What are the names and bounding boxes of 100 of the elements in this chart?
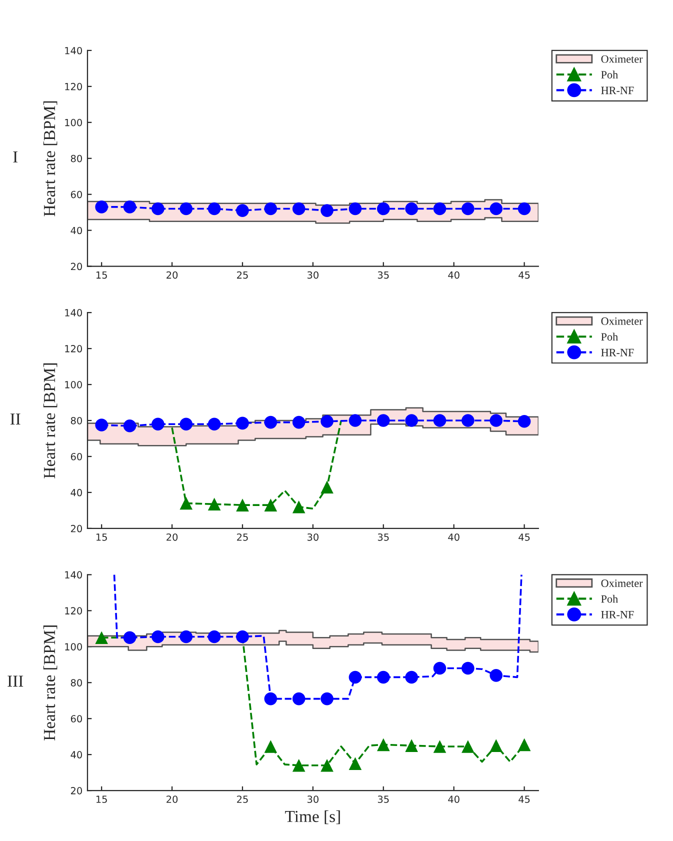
point	[518, 738, 531, 752]
point	[123, 631, 136, 644]
x-tick-label: 15	[96, 271, 107, 279]
y-tick-label: 140	[65, 46, 82, 54]
x-tick-label: 35	[378, 271, 389, 279]
point	[236, 630, 249, 644]
y-axis-title: Heart rate [BPM]	[43, 626, 58, 740]
text: III	[8, 676, 24, 687]
point	[320, 480, 334, 494]
point	[405, 739, 418, 752]
point	[236, 498, 249, 512]
point	[123, 419, 136, 432]
point	[95, 418, 108, 432]
x-tick-label: 35	[378, 796, 389, 803]
legend-label: Oximeter	[601, 580, 643, 588]
y-axis-title: Heart rate [BPM]	[43, 101, 58, 216]
x-tick-label: 45	[518, 271, 530, 279]
point	[264, 740, 278, 753]
legend-label: HR-NF	[601, 348, 634, 356]
point	[320, 758, 334, 772]
point	[490, 414, 503, 427]
point	[264, 416, 278, 429]
x-axis-title: Time [s]	[285, 810, 340, 824]
y-tick-label: 120	[65, 82, 82, 90]
y-tick-label: 100	[65, 381, 82, 388]
y-tick-label: 80	[70, 416, 82, 424]
point	[405, 414, 418, 427]
point	[518, 415, 531, 428]
y-tick-label: 60	[70, 452, 82, 460]
y-tick-label: 20	[70, 524, 82, 532]
point	[462, 740, 474, 753]
point	[320, 415, 334, 428]
point	[433, 662, 446, 675]
x-tick-label: 30	[308, 271, 318, 279]
legend-label: Poh	[601, 594, 618, 603]
x-tick-label: 20	[166, 533, 178, 541]
point	[490, 739, 503, 752]
point	[95, 631, 108, 644]
x-tick-label: 30	[308, 533, 318, 541]
point	[377, 738, 390, 752]
y-tick-label: 60	[70, 190, 82, 198]
y-tick-label: 40	[70, 751, 82, 758]
text: I	[13, 151, 18, 162]
y-axis-title: Heart rate [BPM]	[43, 363, 58, 478]
point	[433, 740, 446, 753]
point	[180, 630, 193, 644]
point	[348, 670, 362, 684]
legend-label: HR-NF	[601, 611, 634, 618]
point	[292, 500, 306, 514]
point	[320, 692, 334, 706]
point	[292, 416, 306, 429]
x-tick-label: 20	[166, 271, 178, 279]
point	[462, 414, 474, 427]
x-tick-label: 15	[96, 534, 107, 541]
y-tick-label: 140	[65, 571, 82, 579]
point	[264, 692, 278, 706]
y-tick-label: 100	[65, 118, 82, 126]
point	[292, 758, 306, 772]
point	[152, 630, 164, 644]
point	[208, 498, 221, 511]
point	[292, 692, 306, 706]
legend-label: Poh	[601, 332, 618, 341]
point	[377, 414, 390, 427]
point	[405, 670, 418, 684]
y-tick-label: 80	[70, 154, 82, 162]
x-tick-label: 30	[308, 796, 318, 803]
point	[348, 414, 362, 427]
point	[208, 630, 221, 644]
x-tick-label: 15	[96, 796, 107, 803]
y-tick-label: 20	[70, 787, 82, 794]
text: II	[10, 414, 20, 425]
x-tick-label: 25	[237, 271, 248, 279]
point	[433, 414, 446, 427]
y-tick-label: 120	[65, 345, 82, 352]
point	[180, 418, 193, 430]
legend-label: Oximeter	[601, 317, 643, 325]
x-tick-label: 40	[448, 796, 460, 803]
y-tick-label: 40	[70, 488, 82, 496]
x-tick-label: 35	[378, 533, 389, 541]
point	[152, 418, 164, 430]
x-tick-label: 40	[448, 271, 460, 279]
y-tick-label: 20	[70, 262, 82, 270]
y-tick-label: 140	[65, 309, 82, 316]
point	[180, 496, 193, 510]
legend-label: HR-NF	[601, 86, 634, 94]
y-tick-label: 80	[70, 679, 82, 686]
legend-label: Poh	[601, 70, 618, 78]
x-tick-label: 20	[166, 796, 178, 803]
x-tick-label: 45	[518, 534, 530, 541]
legend-label: Oximeter	[601, 55, 643, 63]
point	[264, 498, 278, 512]
y-tick-label: 60	[70, 715, 82, 722]
y-tick-label: 100	[65, 643, 82, 650]
x-tick-label: 25	[237, 533, 248, 541]
point	[236, 416, 249, 430]
x-tick-label: 25	[237, 796, 248, 803]
x-tick-label: 40	[448, 533, 460, 541]
y-tick-label: 40	[70, 226, 82, 234]
y-tick-label: 120	[65, 607, 82, 614]
point	[377, 670, 390, 684]
